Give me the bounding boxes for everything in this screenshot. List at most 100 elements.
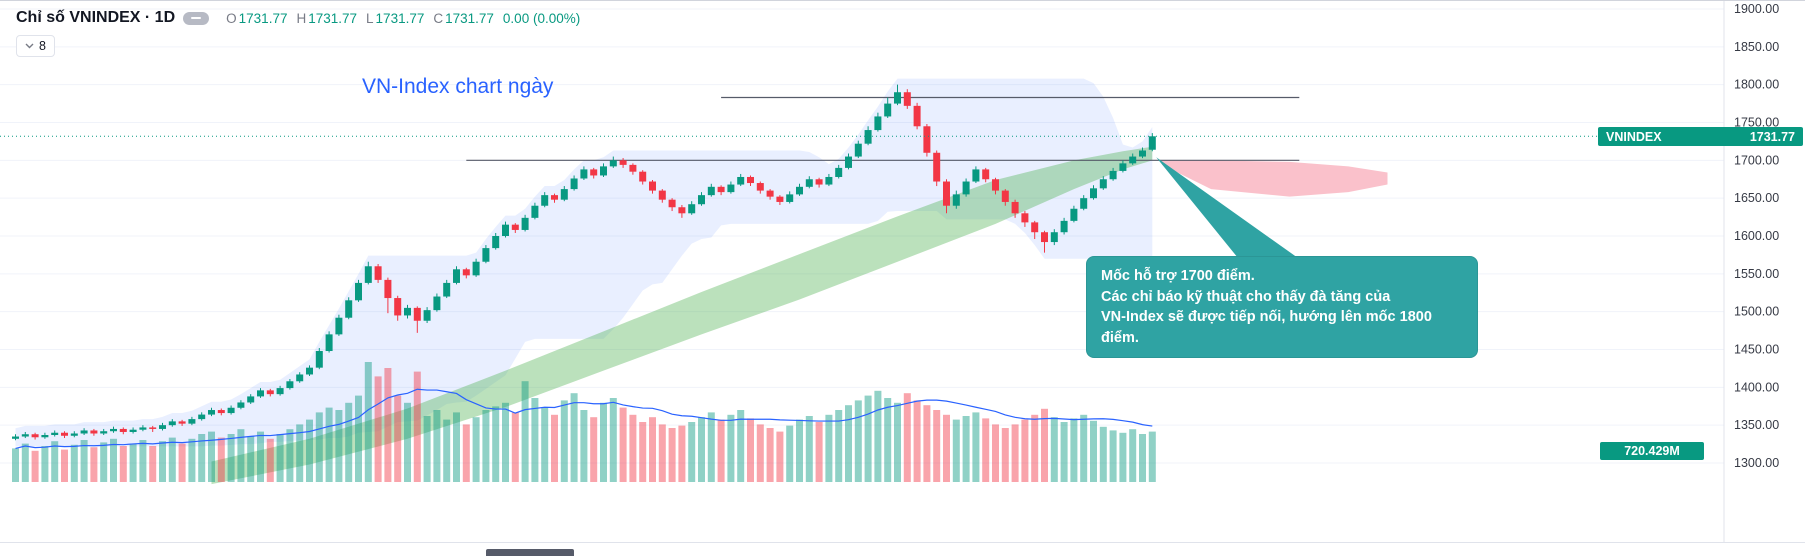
volume-bar bbox=[61, 449, 68, 482]
volume-bar bbox=[178, 443, 186, 482]
volume-bar bbox=[1001, 428, 1009, 482]
candle-body bbox=[894, 92, 901, 104]
low-value: 1731.77 bbox=[375, 10, 425, 26]
volume-bar bbox=[796, 419, 803, 482]
candle-body bbox=[805, 179, 813, 187]
price-tick-label: 1350.00 bbox=[1734, 418, 1779, 432]
candle-body bbox=[90, 430, 98, 434]
volume-bar bbox=[952, 419, 960, 482]
symbol-title[interactable]: Chỉ số VNINDEX · 1D bbox=[16, 9, 176, 26]
candle-body bbox=[276, 388, 284, 395]
price-tick-label: 1450.00 bbox=[1734, 343, 1779, 357]
candle-body bbox=[492, 236, 500, 249]
candle-body bbox=[51, 432, 59, 436]
volume-bar bbox=[482, 410, 490, 482]
open-value: 1731.77 bbox=[238, 10, 288, 26]
candle-body bbox=[629, 164, 637, 172]
volume-bar bbox=[198, 434, 206, 482]
candle-body bbox=[874, 116, 882, 131]
date-label-partial bbox=[486, 549, 574, 556]
callout-note[interactable]: Mốc hỗ trợ 1700 điểm. Các chỉ báo kỹ thu… bbox=[1086, 256, 1478, 359]
volume-bar bbox=[110, 438, 117, 482]
candle-body bbox=[335, 317, 343, 335]
candle-body bbox=[688, 204, 696, 214]
volume-bar bbox=[31, 450, 39, 482]
volume-bar bbox=[1109, 430, 1117, 482]
pink-band bbox=[1162, 160, 1388, 197]
chart-text-annotation[interactable]: VN-Index chart ngày bbox=[362, 75, 554, 98]
last-price-badge[interactable]: VNINDEX 1731.77 bbox=[1598, 127, 1803, 146]
candle-body bbox=[1060, 220, 1068, 233]
volume-bar bbox=[217, 437, 225, 482]
candle-body bbox=[188, 419, 196, 424]
candle-body bbox=[257, 390, 264, 397]
symbol-marker-icon[interactable] bbox=[183, 11, 210, 25]
legend-collapse-button[interactable]: 8 bbox=[16, 35, 55, 57]
volume-bar bbox=[168, 437, 176, 482]
volume-bar bbox=[982, 418, 990, 482]
volume-bar bbox=[874, 390, 882, 482]
price-tick-label: 1850.00 bbox=[1734, 40, 1779, 54]
candle-body bbox=[1129, 156, 1137, 164]
volume-bar bbox=[413, 371, 421, 482]
candle-body bbox=[756, 183, 764, 191]
volume-bar bbox=[159, 441, 166, 482]
price-tick-label: 1800.00 bbox=[1734, 78, 1779, 92]
candle-body bbox=[580, 169, 588, 179]
candle-body bbox=[80, 430, 88, 434]
candle-body bbox=[443, 282, 451, 297]
volume-bar bbox=[492, 406, 500, 482]
high-label: H bbox=[296, 10, 307, 26]
volume-bar bbox=[149, 446, 157, 482]
candle-body bbox=[600, 166, 607, 176]
price-tick-label: 1550.00 bbox=[1734, 267, 1779, 281]
volume-bar bbox=[609, 398, 617, 482]
volume-bar bbox=[551, 414, 558, 482]
volume-bar bbox=[805, 416, 813, 482]
candle-body bbox=[1001, 190, 1009, 202]
price-tick-label: 1300.00 bbox=[1734, 456, 1779, 470]
green-band bbox=[211, 146, 1153, 485]
candle-body bbox=[1109, 170, 1117, 180]
candle-body bbox=[815, 179, 823, 185]
volume-bar bbox=[1099, 426, 1107, 482]
time-axis[interactable] bbox=[0, 542, 1805, 556]
volume-bar bbox=[590, 417, 598, 482]
open-label: O bbox=[226, 10, 237, 26]
close-label: C bbox=[433, 10, 444, 26]
legend-row: Chỉ số VNINDEX · 1D O 1731.77 H 1731.77 … bbox=[16, 9, 580, 27]
callout-pointer[interactable] bbox=[1156, 157, 1298, 258]
volume-bar bbox=[384, 368, 392, 482]
candle-body bbox=[845, 156, 852, 168]
callout-line-2: Các chỉ báo kỹ thuật cho thấy đà tăng củ… bbox=[1101, 288, 1391, 305]
candle-body bbox=[374, 266, 382, 280]
candle-body bbox=[649, 181, 656, 191]
candle-body bbox=[923, 126, 931, 153]
candle-body bbox=[1011, 201, 1019, 214]
volume-bar bbox=[894, 402, 901, 482]
volume-bar bbox=[943, 414, 950, 482]
price-tick-label: 1900.00 bbox=[1734, 2, 1779, 16]
volume-bar bbox=[629, 414, 637, 482]
volume-bar bbox=[335, 410, 343, 482]
candle-body bbox=[943, 181, 950, 206]
volume-bar bbox=[1050, 417, 1058, 482]
close-value: 1731.77 bbox=[445, 10, 494, 26]
candle-body bbox=[227, 407, 235, 414]
candle-body bbox=[707, 186, 715, 196]
volume-bar bbox=[51, 441, 59, 482]
volume-bar bbox=[835, 410, 843, 482]
volume-badge[interactable]: 720.429M bbox=[1600, 442, 1704, 460]
volume-bar bbox=[825, 414, 833, 482]
candle-body bbox=[766, 190, 774, 197]
volume-bar bbox=[80, 440, 88, 482]
volume-bar bbox=[296, 424, 304, 482]
volume-bar bbox=[727, 414, 735, 482]
candle-body bbox=[129, 429, 137, 432]
candle-body bbox=[110, 428, 117, 432]
ohlc-values: O 1731.77 H 1731.77 L 1731.77 C 1731.77 … bbox=[217, 11, 580, 26]
volume-bar bbox=[541, 407, 549, 482]
candle-body bbox=[903, 92, 911, 106]
